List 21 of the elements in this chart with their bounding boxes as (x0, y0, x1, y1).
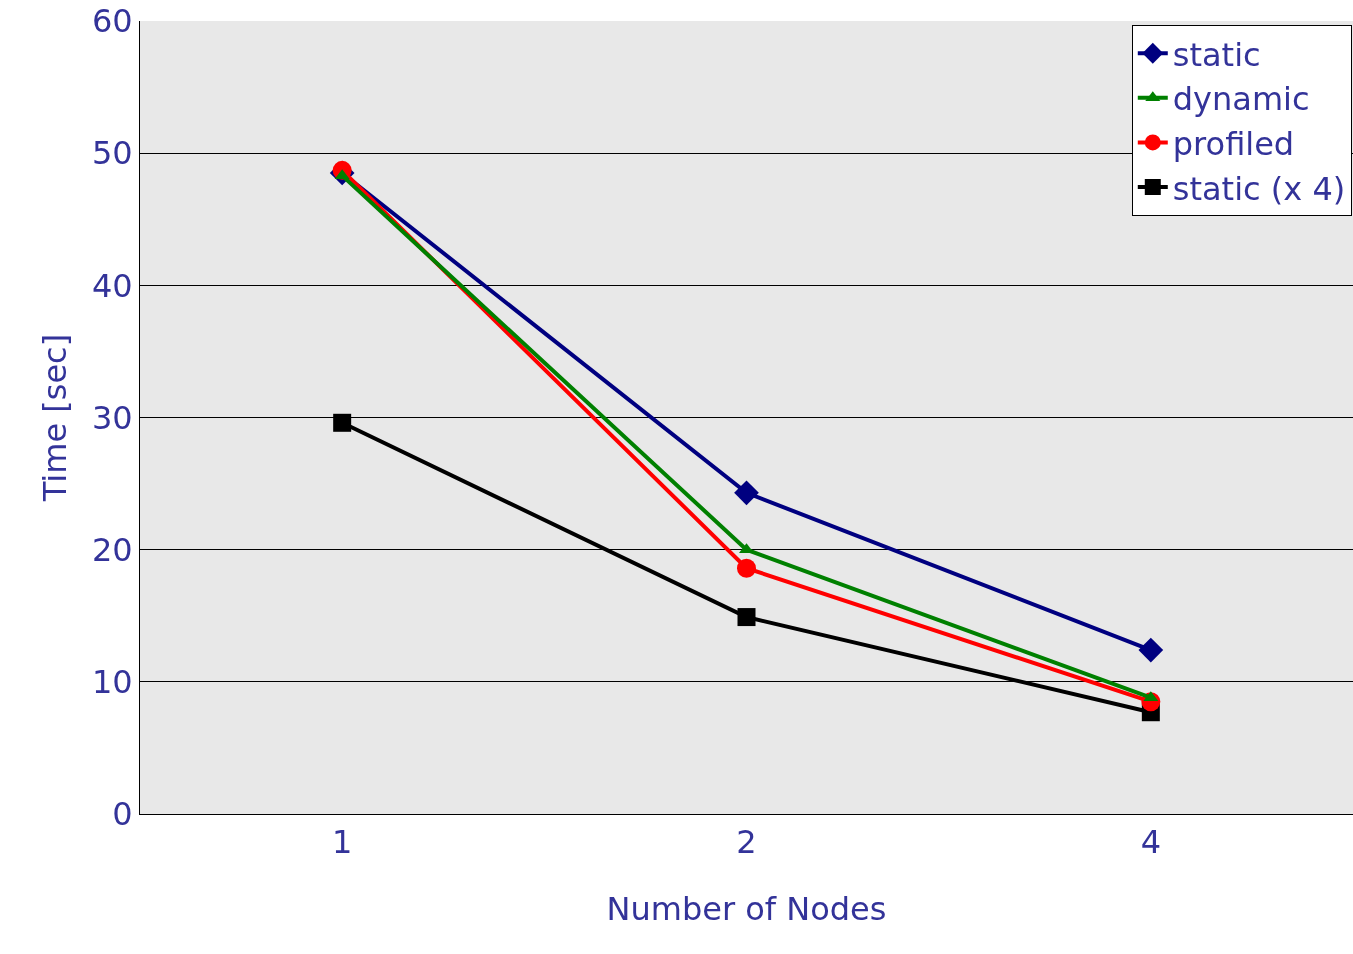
x-axis-title: Number of Nodes (606, 890, 887, 928)
y-tick-label: 50 (91, 134, 133, 173)
x-tick-label: 4 (1140, 823, 1162, 862)
point (737, 608, 756, 627)
y-tick-label: 30 (91, 398, 133, 437)
legend-label: dynamic (1172, 80, 1310, 119)
legend-label: static (1172, 35, 1261, 74)
point (333, 413, 352, 432)
point (1138, 637, 1164, 663)
x-tick-label: 1 (331, 823, 353, 862)
y-tick-label: 10 (91, 663, 133, 702)
legend-label: static (x 4) (1172, 169, 1346, 208)
y-tick-label: 40 (91, 266, 133, 305)
y-tick-label: 0 (112, 795, 133, 834)
point (734, 480, 759, 506)
legend-label: profiled (1172, 124, 1295, 163)
y-tick-label: 60 (91, 2, 133, 41)
point (737, 558, 756, 578)
y-tick-label: 20 (91, 530, 133, 569)
y-axis-title: Time [sec] (36, 333, 74, 503)
x-tick-label: 2 (736, 823, 757, 862)
